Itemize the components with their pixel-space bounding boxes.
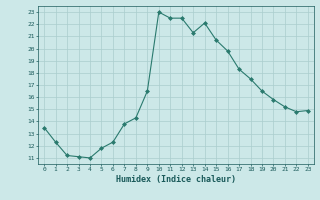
X-axis label: Humidex (Indice chaleur): Humidex (Indice chaleur) [116, 175, 236, 184]
